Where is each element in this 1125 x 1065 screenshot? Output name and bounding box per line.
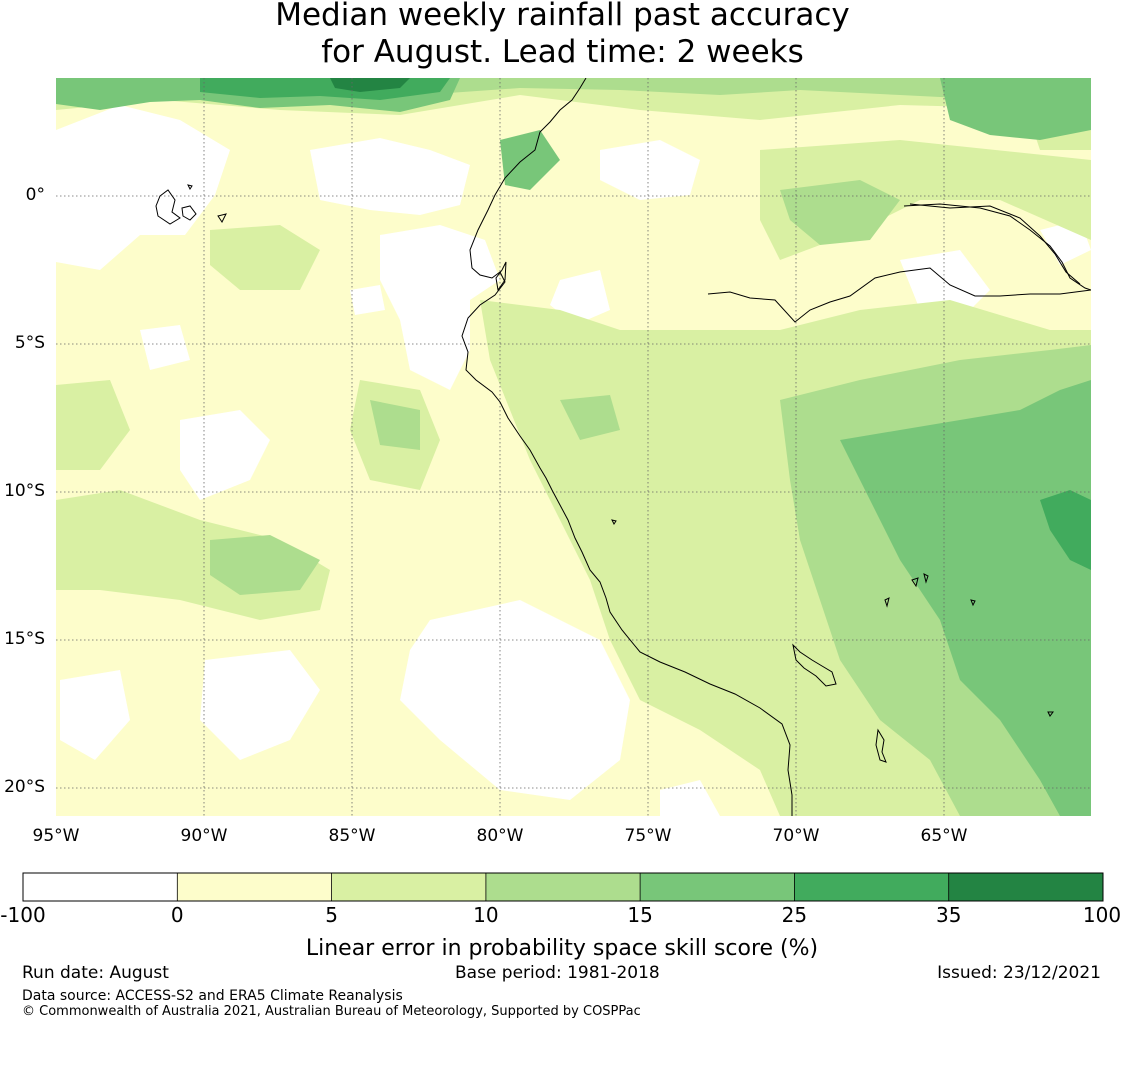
lon-label: 85°W [329, 826, 376, 846]
colorbar: -100 0 5 10 15 25 35 100 Linear error in… [0, 872, 1121, 961]
longitude-labels: 95°W 90°W 85°W 80°W 75°W 70°W 65°W [33, 826, 968, 846]
issued-date: Issued: 23/12/2021 [937, 963, 1101, 983]
lat-label: 15°S [4, 629, 45, 649]
skill-field [56, 78, 1091, 816]
colorbar-tick-label: -100 [0, 903, 45, 927]
skill-category-below-0 [56, 105, 1091, 816]
data-source: Data source: ACCESS-S2 and ERA5 Climate … [22, 988, 403, 1004]
colorbar-tick-label: 10 [473, 903, 498, 927]
colorbar-tick-label: 15 [627, 903, 652, 927]
lon-label: 90°W [181, 826, 228, 846]
lat-label: 5°S [15, 333, 45, 353]
skill-category-35-100 [330, 78, 410, 92]
colorbar-tick-label: 5 [325, 903, 338, 927]
lon-label: 70°W [773, 826, 820, 846]
map-title-line-2: for August. Lead time: 2 weeks [321, 34, 804, 70]
colorbar-bin [640, 873, 795, 901]
lat-label: 0° [26, 185, 45, 205]
lat-label: 10°S [4, 481, 45, 501]
lon-label: 65°W [921, 826, 968, 846]
lon-label: 80°W [477, 826, 524, 846]
run-date: Run date: August [22, 963, 169, 983]
colorbar-outline [22, 872, 1104, 902]
colorbar-tick-label: 0 [171, 903, 184, 927]
colorbar-tick-label: 35 [936, 903, 961, 927]
colorbar-tick-label: 100 [1083, 903, 1121, 927]
colorbar-bin [948, 873, 1103, 901]
colorbar-bin [23, 873, 178, 901]
colorbar-bin [331, 873, 486, 901]
lon-label: 95°W [33, 826, 80, 846]
colorbar-tick-label: 25 [782, 903, 807, 927]
lon-label: 75°W [625, 826, 672, 846]
coastline [155, 78, 1091, 816]
copyright: © Commonwealth of Australia 2021, Austra… [22, 1004, 641, 1019]
graticule [56, 78, 1091, 816]
map-title-line-1: Median weekly rainfall past accuracy [275, 0, 850, 33]
colorbar-label: Linear error in probability space skill … [306, 936, 818, 961]
colorbar-bin [177, 873, 332, 901]
latitude-labels: 0° 5°S 10°S 15°S 20°S [4, 185, 45, 797]
base-period: Base period: 1981-2018 [455, 963, 660, 983]
colorbar-bin [485, 873, 641, 901]
colorbar-bin [794, 873, 949, 901]
lat-label: 20°S [4, 777, 45, 797]
